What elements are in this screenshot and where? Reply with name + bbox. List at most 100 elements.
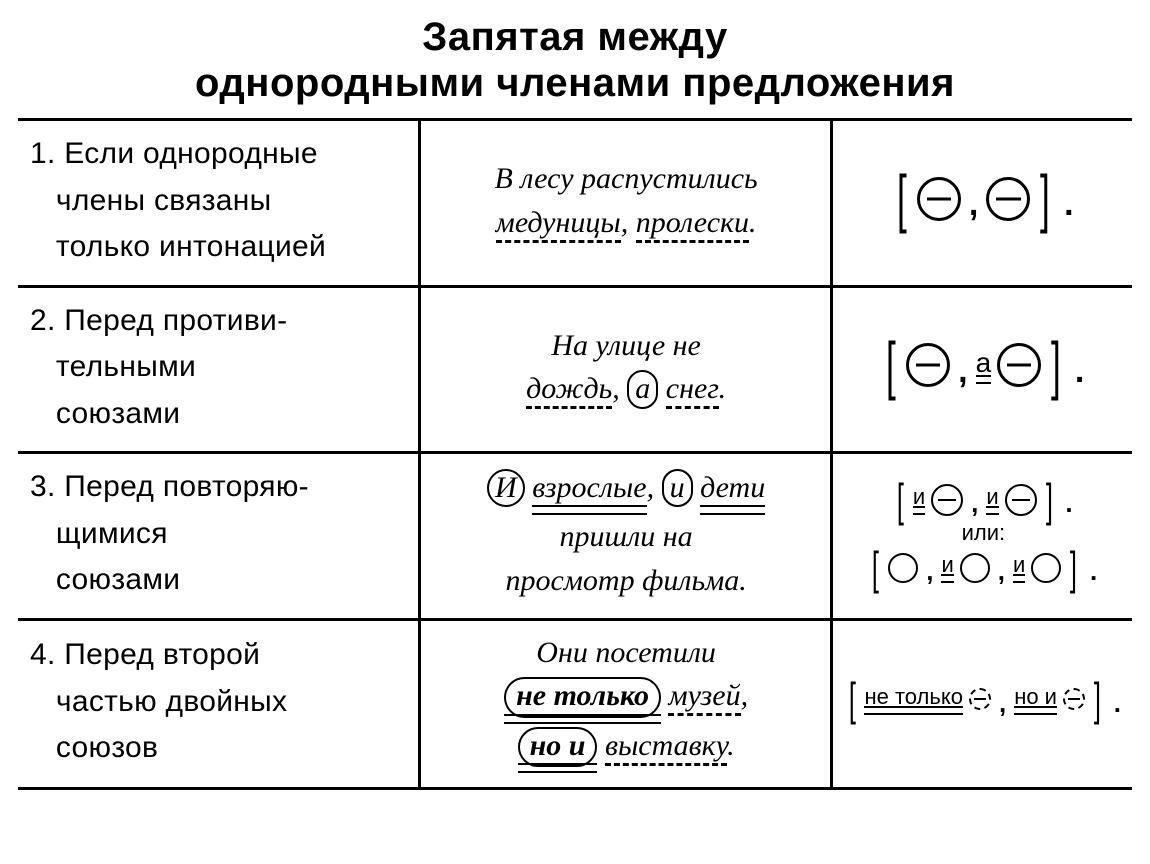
example-text: В лесу распустились медуницы, пролески. — [433, 157, 820, 244]
rule-text: 3. Перед повторяю- щимися союзами — [30, 464, 408, 604]
bracket-right-icon: ] — [1070, 552, 1077, 584]
scheme: [ , а ] . — [882, 343, 1084, 388]
example-cell: На улице не дождь, а снег. — [419, 286, 831, 453]
circle-minus-icon — [906, 343, 950, 387]
bracket-right-icon: ] — [1040, 176, 1050, 221]
example-plain: просмотр фильма. — [505, 564, 746, 597]
period-icon: . — [1071, 352, 1084, 391]
example-word-underlined: музей — [668, 679, 740, 716]
rule-line: Если однородные — [64, 137, 318, 170]
circle-minus-icon — [997, 343, 1041, 387]
scheme: [ , ] . — [893, 176, 1073, 221]
period: . — [719, 372, 727, 405]
example-word-underlined: снег — [666, 372, 719, 409]
circle-minus-dashed-icon — [969, 688, 991, 710]
circled-conjunction: а — [627, 370, 658, 409]
scheme-conjunction: и — [941, 552, 953, 583]
page-title: Запятая между однородными членами предло… — [18, 10, 1132, 118]
example-word-underlined: пролески — [636, 206, 749, 243]
bracket-left-icon: [ — [897, 484, 904, 516]
oval-conjunction: не только — [504, 677, 661, 718]
rule-line: тельными — [56, 350, 196, 383]
rule-cell: 2. Перед противи- тельными союзами — [18, 286, 419, 453]
scheme-conjunction: и — [986, 484, 998, 515]
scheme: [ не только , но и ] . — [846, 683, 1121, 715]
bracket-right-icon: ] — [1094, 683, 1101, 715]
period: . — [727, 729, 735, 762]
comma: , — [621, 206, 629, 239]
circle-minus-dashed-icon — [1063, 688, 1085, 710]
example-plain: Они посетили — [536, 636, 716, 669]
comma-icon: , — [969, 488, 980, 519]
comma-icon: , — [996, 556, 1007, 587]
rule-text: 1. Если однородные члены связаны только … — [30, 131, 408, 271]
rule-line: союзами — [56, 563, 180, 596]
scheme-cell: [ и , и ] . или: [ ,и — [831, 453, 1132, 620]
oval-conjunction: но и — [518, 727, 598, 768]
rule-line: только интонацией — [56, 230, 326, 263]
example-text: На улице не дождь, а снег. — [433, 324, 820, 411]
example-cell: И взрослые, и дети пришли на просмотр фи… — [419, 453, 831, 620]
circle-minus-icon — [986, 177, 1030, 221]
rules-table: 1. Если однородные члены связаны только … — [18, 118, 1132, 790]
example-word-double-underline: взрослые — [532, 466, 646, 516]
rule-text: 2. Перед противи- тельными союзами — [30, 298, 408, 438]
rule-cell: 1. Если однородные члены связаны только … — [18, 120, 419, 287]
bracket-left-icon: [ — [886, 343, 896, 388]
circled-conjunction: и — [662, 469, 693, 508]
example-cell: Они посетили не только музей, но и выста… — [419, 619, 831, 789]
example-cell: В лесу распустились медуницы, пролески. — [419, 120, 831, 287]
rule-line: Перед второй — [64, 638, 260, 671]
period-icon: . — [1110, 688, 1121, 719]
scheme-conjunction: а — [976, 347, 992, 384]
example-word-underlined: медуницы — [496, 206, 621, 243]
rule-number: 2. — [30, 304, 56, 337]
scheme-cell: [ не только , но и ] . — [831, 619, 1132, 789]
scheme: [ ,и ,и ] . — [869, 552, 1097, 584]
bracket-right-icon: ] — [1051, 343, 1061, 388]
rule-number: 1. — [30, 137, 56, 170]
table-row: 1. Если однородные члены связаны только … — [18, 120, 1132, 287]
circle-minus-icon — [1005, 484, 1037, 516]
comma-icon: , — [956, 352, 969, 391]
rule-line: Перед противи- — [64, 304, 287, 337]
rule-cell: 4. Перед второй частью двойных союзов — [18, 619, 419, 789]
scheme-conjunction: но и — [1014, 684, 1057, 715]
rule-line: щимися — [56, 517, 168, 550]
scheme-stack: [ и , и ] . или: [ ,и — [845, 484, 1122, 584]
table-row: 2. Перед противи- тельными союзами На ул… — [18, 286, 1132, 453]
bracket-left-icon: [ — [872, 552, 879, 584]
rule-number: 4. — [30, 638, 56, 671]
example-plain: пришли на — [560, 520, 693, 553]
circled-conjunction: И — [487, 469, 525, 508]
rule-line: частью двойных — [56, 685, 287, 718]
example-word-underlined: дождь — [526, 372, 612, 409]
bracket-right-icon: ] — [1046, 484, 1053, 516]
rule-number: 3. — [30, 470, 56, 503]
example-text: Они посетили не только музей, но и выста… — [433, 631, 820, 774]
table-row: 4. Перед второй частью двойных союзов Он… — [18, 619, 1132, 789]
circle-icon — [960, 553, 990, 583]
comma: , — [612, 372, 620, 405]
scheme-cell: [ , ] . — [831, 120, 1132, 287]
comma-icon: , — [997, 688, 1008, 719]
comma-icon: , — [967, 185, 980, 224]
circle-minus-icon — [931, 484, 963, 516]
scheme-conjunction: и — [913, 484, 925, 515]
title-line-2: однородными членами предложения — [195, 61, 955, 105]
bracket-left-icon: [ — [849, 683, 856, 715]
table-row: 3. Перед повторяю- щимися союзами И взро… — [18, 453, 1132, 620]
rule-line: союзов — [56, 731, 158, 764]
rule-line: члены связаны — [56, 184, 272, 217]
example-text: И взрослые, и дети пришли на просмотр фи… — [433, 466, 820, 603]
rule-line: союзами — [56, 397, 180, 430]
or-label: или: — [962, 520, 1006, 546]
rule-cell: 3. Перед повторяю- щимися союзами — [18, 453, 419, 620]
comma: , — [647, 471, 655, 504]
period: . — [749, 206, 757, 239]
circle-icon — [888, 553, 918, 583]
rule-text: 4. Перед второй частью двойных союзов — [30, 632, 408, 772]
page: Запятая между однородными членами предло… — [0, 0, 1150, 864]
example-plain: На улице не — [551, 329, 701, 362]
scheme-conjunction: и — [1013, 552, 1025, 583]
